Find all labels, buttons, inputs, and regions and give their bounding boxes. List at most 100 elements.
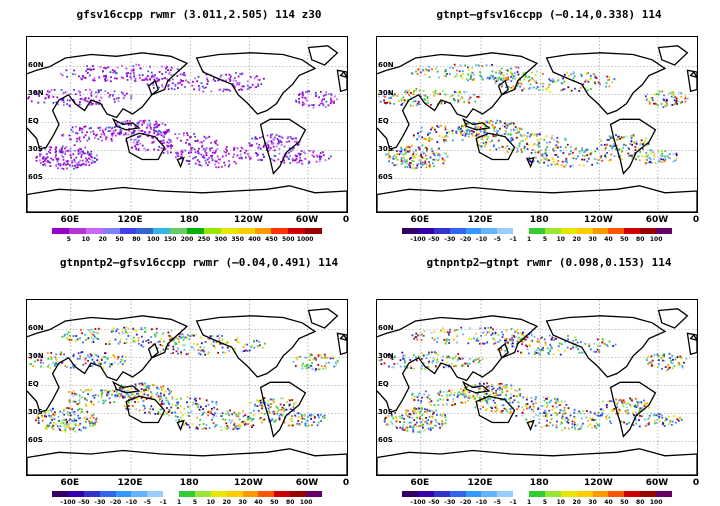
precip-point [532, 416, 535, 419]
precip-point [309, 353, 312, 356]
precip-point [248, 86, 251, 89]
precip-point [152, 87, 155, 89]
precip-point [587, 72, 589, 74]
precip-point [505, 339, 508, 342]
precip-point [613, 78, 616, 81]
coastline [609, 118, 657, 175]
precip-point [246, 343, 248, 346]
precip-point [555, 400, 558, 402]
precip-point [517, 332, 519, 335]
precip-point [442, 398, 445, 401]
colorbar-swatch [83, 491, 100, 497]
precip-point [89, 68, 91, 70]
precip-point [536, 138, 539, 141]
precip-point [166, 78, 168, 81]
precip-point [109, 94, 111, 96]
precip-point [209, 411, 212, 413]
precip-point [44, 415, 46, 417]
precip-point [176, 137, 179, 140]
precip-point [53, 414, 56, 417]
precip-point [108, 96, 111, 98]
precip-point [59, 72, 62, 75]
precip-point [117, 356, 120, 358]
precip-point [571, 423, 574, 425]
precip-point [64, 150, 67, 153]
precip-point [263, 412, 266, 415]
precip-point [452, 398, 455, 400]
precip-point [537, 408, 539, 411]
precip-point [480, 130, 483, 133]
precip-point [67, 413, 70, 415]
precip-point [61, 99, 63, 102]
precip-point [207, 351, 210, 354]
precip-point [677, 363, 680, 366]
precip-point [72, 99, 75, 101]
precip-point [75, 335, 78, 337]
precip-point [504, 123, 507, 126]
precip-point [71, 427, 73, 430]
precip-point [502, 404, 505, 406]
precip-point [663, 99, 665, 101]
precip-point [161, 122, 164, 125]
precip-point [149, 122, 152, 125]
precip-point [291, 420, 293, 423]
precip-point [393, 103, 395, 105]
precip-point [248, 349, 251, 352]
colorbar-label: –5 [493, 499, 501, 506]
precip-point [485, 392, 488, 395]
precip-point [174, 341, 177, 344]
precip-point [79, 357, 81, 360]
precip-point [535, 156, 538, 159]
precip-point [633, 414, 636, 416]
precip-point [275, 405, 278, 408]
precip-point [648, 361, 651, 364]
precip-point [402, 424, 405, 426]
precip-point [549, 79, 552, 82]
precip-point [196, 404, 199, 407]
precip-point [518, 388, 521, 390]
precip-point [308, 104, 310, 107]
precip-point [126, 332, 129, 334]
precip-point [227, 412, 230, 415]
precip-point [98, 76, 101, 79]
precip-point [400, 417, 403, 419]
precip-point [442, 355, 444, 358]
precip-point [305, 98, 308, 101]
precip-point [233, 153, 235, 156]
precip-point [672, 94, 675, 96]
precip-point [121, 388, 123, 391]
precip-point [471, 67, 474, 70]
precip-point [563, 409, 566, 412]
precip-point [122, 332, 125, 335]
precip-point [521, 340, 524, 343]
precip-point [72, 355, 75, 357]
precip-point [295, 155, 298, 157]
precip-point [85, 70, 87, 72]
precip-point [511, 138, 514, 141]
precip-point [470, 129, 473, 132]
precip-point [403, 429, 405, 431]
precip-point [535, 414, 538, 417]
precip-point [680, 418, 683, 421]
precip-point [672, 358, 674, 361]
precip-point [178, 419, 181, 422]
precip-point [521, 406, 524, 408]
precip-point [153, 123, 156, 126]
precip-point [312, 413, 314, 416]
precip-point [585, 416, 588, 419]
precip-point [504, 339, 506, 342]
precip-point [465, 132, 468, 135]
precip-point [425, 354, 428, 357]
precip-point [642, 142, 645, 144]
precip-point [299, 159, 301, 162]
precip-point [55, 362, 57, 365]
precip-point [447, 365, 450, 368]
precip-point [495, 122, 497, 124]
precip-point [482, 142, 485, 144]
longitude-label: 180 [529, 478, 549, 488]
colorbar-swatch [544, 491, 561, 497]
precip-point [564, 137, 567, 140]
precip-point [459, 126, 462, 129]
precip-point [119, 393, 122, 395]
precip-point [430, 404, 432, 406]
